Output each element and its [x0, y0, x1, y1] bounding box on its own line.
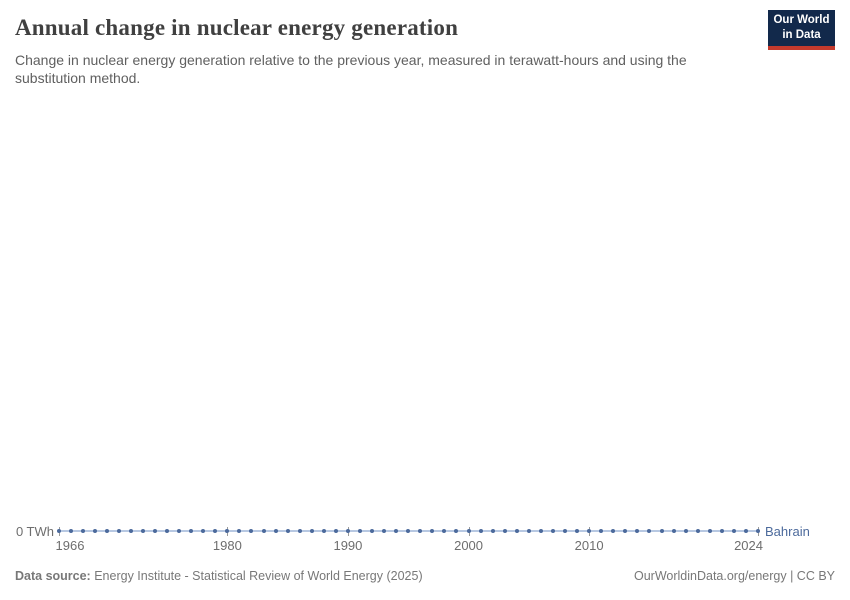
data-point-1976[interactable] [177, 529, 182, 533]
data-source-label: Data source: [15, 569, 91, 583]
data-point-1975[interactable] [165, 529, 170, 533]
data-point-2013[interactable] [623, 529, 628, 533]
data-point-2007[interactable] [550, 529, 555, 533]
data-point-2000[interactable] [466, 529, 471, 533]
data-point-1998[interactable] [442, 529, 447, 533]
data-point-2005[interactable] [526, 529, 531, 533]
data-point-2020[interactable] [707, 529, 712, 533]
data-point-1966[interactable] [56, 529, 61, 533]
data-point-2001[interactable] [478, 529, 483, 533]
series-label-bahrain[interactable]: Bahrain [765, 524, 810, 539]
data-point-1989[interactable] [333, 529, 338, 533]
data-point-1984[interactable] [273, 529, 278, 533]
data-point-2017[interactable] [671, 529, 676, 533]
data-point-1972[interactable] [128, 529, 133, 533]
chart-footer: Data source: Energy Institute - Statisti… [15, 569, 835, 583]
data-point-1986[interactable] [297, 529, 302, 533]
data-point-1988[interactable] [321, 529, 326, 533]
data-point-1977[interactable] [189, 529, 194, 533]
x-axis-label-2024: 2024 [734, 538, 763, 553]
data-point-1979[interactable] [213, 529, 218, 533]
data-point-1990[interactable] [345, 529, 350, 533]
x-axis-label-1980: 1980 [212, 538, 242, 553]
data-point-1970[interactable] [104, 529, 109, 533]
data-point-1987[interactable] [309, 529, 314, 533]
data-point-2015[interactable] [647, 529, 652, 533]
data-point-1993[interactable] [382, 529, 387, 533]
data-point-2022[interactable] [731, 529, 736, 533]
data-point-2008[interactable] [563, 529, 568, 533]
data-point-1985[interactable] [285, 529, 290, 533]
data-point-1980[interactable] [225, 529, 230, 533]
x-axis-label-1990: 1990 [333, 538, 363, 553]
data-point-1978[interactable] [201, 529, 206, 533]
data-point-2024[interactable] [756, 529, 760, 533]
data-point-2009[interactable] [575, 529, 580, 533]
chart-title: Annual change in nuclear energy generati… [15, 15, 459, 40]
data-point-1994[interactable] [394, 529, 399, 533]
data-point-2002[interactable] [490, 529, 495, 533]
data-point-1995[interactable] [406, 529, 411, 533]
data-point-1991[interactable] [358, 529, 362, 533]
data-point-1997[interactable] [430, 529, 435, 533]
data-point-1967[interactable] [68, 529, 73, 533]
data-point-2012[interactable] [611, 529, 616, 533]
data-point-1999[interactable] [454, 529, 459, 533]
data-source-value: Energy Institute - Statistical Review of… [94, 569, 423, 583]
owid-logo-accent-bar [768, 46, 835, 50]
owid-logo-line1: Our World [773, 14, 830, 27]
chart-subtitle: Change in nuclear energy generation rela… [15, 52, 687, 86]
data-point-2003[interactable] [502, 529, 507, 533]
x-axis-label-2010: 2010 [574, 538, 604, 553]
data-point-1971[interactable] [116, 529, 121, 533]
data-point-2018[interactable] [683, 529, 688, 533]
data-point-1968[interactable] [80, 529, 85, 533]
data-source-line: Data source: Energy Institute - Statisti… [15, 569, 423, 583]
data-point-2014[interactable] [635, 529, 640, 533]
data-point-2023[interactable] [743, 529, 748, 533]
data-point-1996[interactable] [418, 529, 423, 533]
data-point-2019[interactable] [695, 529, 700, 533]
x-axis-label-2000: 2000 [454, 538, 484, 553]
data-point-2004[interactable] [514, 529, 519, 533]
owid-logo: Our World in Data [768, 10, 835, 50]
data-point-1981[interactable] [237, 529, 242, 533]
owid-logo-line2: in Data [782, 29, 821, 41]
data-point-1983[interactable] [261, 529, 266, 533]
data-point-2011[interactable] [599, 529, 604, 533]
data-point-2016[interactable] [659, 529, 664, 533]
owid-logo-box: Our World in Data [768, 10, 835, 46]
data-point-1973[interactable] [140, 529, 145, 533]
data-point-2021[interactable] [719, 529, 724, 533]
data-point-1992[interactable] [370, 529, 375, 533]
data-point-1974[interactable] [152, 529, 157, 533]
credit-line: OurWorldinData.org/energy | CC BY [633, 569, 835, 583]
data-point-2006[interactable] [538, 529, 543, 533]
y-axis-zero-label: 0 TWh [15, 524, 54, 539]
data-point-1969[interactable] [92, 529, 97, 533]
data-point-1982[interactable] [249, 529, 254, 533]
x-axis-label-1966: 1966 [55, 538, 85, 553]
data-point-2010[interactable] [587, 529, 592, 533]
